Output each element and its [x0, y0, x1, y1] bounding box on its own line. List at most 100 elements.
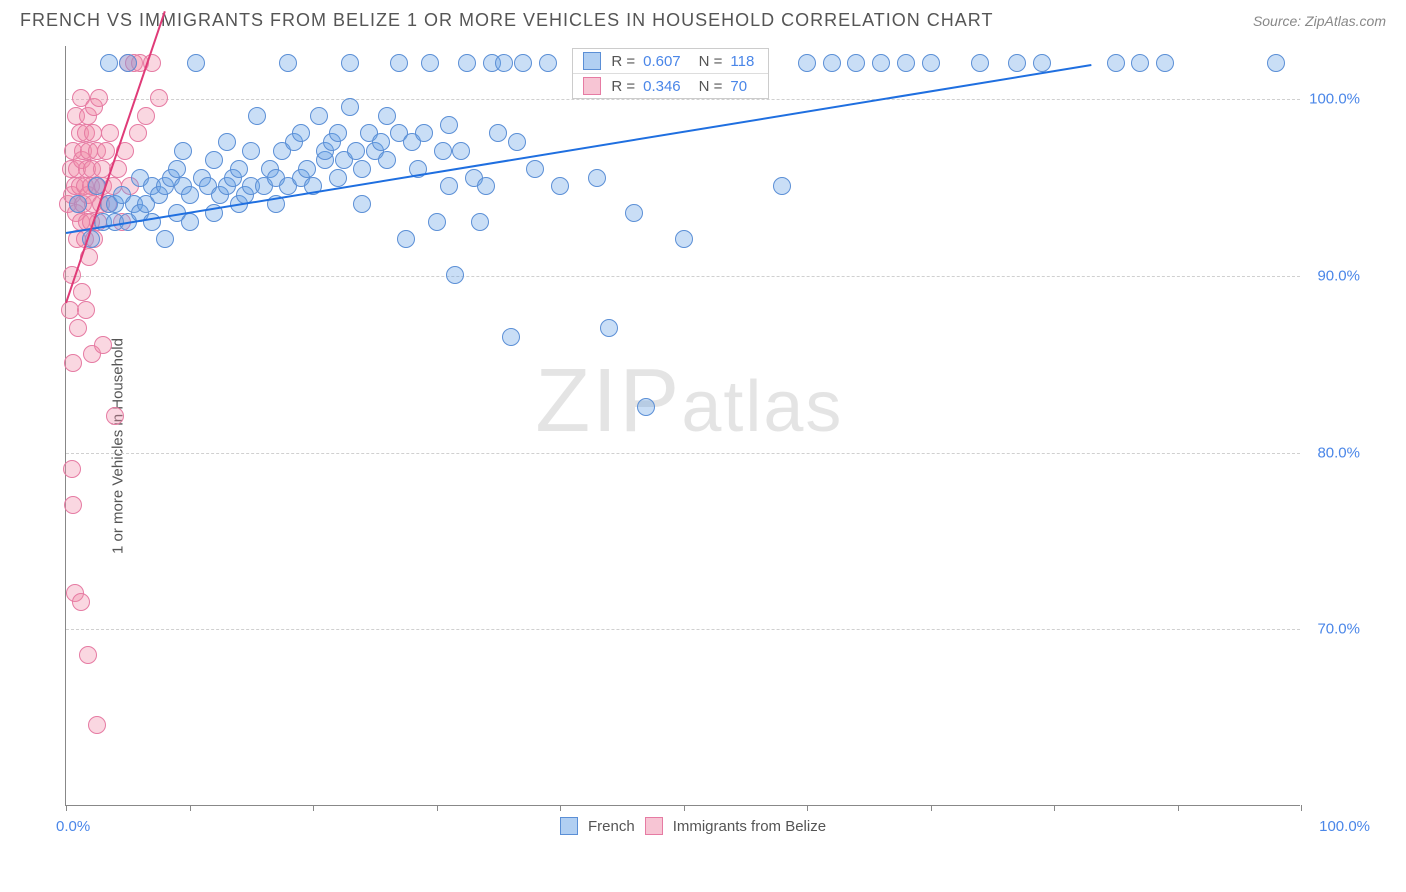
marker-pink	[63, 460, 81, 478]
marker-blue	[347, 142, 365, 160]
legend-r-label: R =	[611, 78, 635, 95]
marker-blue	[119, 54, 137, 72]
legend-n-value: 118	[730, 53, 754, 70]
source-label: Source: ZipAtlas.com	[1253, 13, 1386, 29]
legend-r-value: 0.346	[643, 78, 681, 95]
x-tick	[807, 805, 808, 811]
legend-swatch	[560, 817, 578, 835]
gridline-h	[66, 629, 1300, 630]
marker-blue	[514, 54, 532, 72]
y-tick-label: 100.0%	[1309, 91, 1360, 108]
marker-pink	[77, 301, 95, 319]
chart-container: 1 or more Vehicles in Household 70.0%80.…	[20, 36, 1386, 856]
marker-blue	[508, 133, 526, 151]
marker-blue	[174, 142, 192, 160]
marker-blue	[922, 54, 940, 72]
marker-blue	[1267, 54, 1285, 72]
x-tick-label-max: 100.0%	[1319, 818, 1370, 835]
legend-swatch-pink	[583, 77, 601, 95]
marker-blue	[341, 98, 359, 116]
legend-label: French	[588, 818, 635, 835]
marker-blue	[421, 54, 439, 72]
marker-blue	[600, 319, 618, 337]
marker-blue	[353, 160, 371, 178]
marker-blue	[489, 124, 507, 142]
marker-blue	[495, 54, 513, 72]
marker-blue	[458, 54, 476, 72]
marker-blue	[242, 142, 260, 160]
marker-pink	[137, 107, 155, 125]
legend-n-value: 70	[730, 78, 747, 95]
marker-blue	[230, 160, 248, 178]
marker-pink	[69, 319, 87, 337]
x-tick	[1301, 805, 1302, 811]
x-tick-label-min: 0.0%	[56, 818, 90, 835]
marker-blue	[1107, 54, 1125, 72]
gridline-h	[66, 276, 1300, 277]
marker-blue	[69, 195, 87, 213]
marker-pink	[94, 336, 112, 354]
x-tick	[313, 805, 314, 811]
gridline-h	[66, 99, 1300, 100]
marker-blue	[181, 186, 199, 204]
marker-blue	[440, 177, 458, 195]
watermark: ZIPatlas	[535, 350, 843, 453]
marker-blue	[971, 54, 989, 72]
series-legend: French Immigrants from Belize	[560, 817, 826, 835]
marker-blue	[181, 213, 199, 231]
marker-blue	[502, 328, 520, 346]
marker-blue	[446, 266, 464, 284]
marker-blue	[798, 54, 816, 72]
marker-blue	[279, 54, 297, 72]
marker-blue	[187, 54, 205, 72]
marker-blue	[872, 54, 890, 72]
marker-blue	[143, 213, 161, 231]
marker-blue	[205, 151, 223, 169]
marker-blue	[847, 54, 865, 72]
marker-blue	[440, 116, 458, 134]
marker-blue	[1008, 54, 1026, 72]
gridline-h	[66, 453, 1300, 454]
marker-blue	[588, 169, 606, 187]
marker-blue	[372, 133, 390, 151]
chart-title: FRENCH VS IMMIGRANTS FROM BELIZE 1 OR MO…	[20, 10, 993, 31]
marker-blue	[637, 398, 655, 416]
marker-pink	[79, 646, 97, 664]
legend-swatch-blue	[583, 52, 601, 70]
legend-label: Immigrants from Belize	[673, 818, 826, 835]
marker-blue	[428, 213, 446, 231]
plot-area: 70.0%80.0%90.0%100.0%0.0%100.0%ZIPatlasR…	[65, 46, 1300, 806]
legend-n-label: N =	[699, 78, 723, 95]
marker-blue	[1033, 54, 1051, 72]
marker-pink	[101, 124, 119, 142]
marker-blue	[397, 230, 415, 248]
legend-swatch	[645, 817, 663, 835]
marker-pink	[64, 354, 82, 372]
marker-pink	[73, 283, 91, 301]
marker-blue	[471, 213, 489, 231]
marker-pink	[90, 89, 108, 107]
marker-blue	[539, 54, 557, 72]
marker-blue	[329, 169, 347, 187]
marker-blue	[434, 142, 452, 160]
y-tick-label: 80.0%	[1317, 444, 1360, 461]
marker-pink	[84, 124, 102, 142]
x-tick	[560, 805, 561, 811]
marker-blue	[551, 177, 569, 195]
x-tick	[190, 805, 191, 811]
correlation-legend: R =0.607N =118R =0.346N =70	[572, 48, 769, 99]
marker-blue	[390, 54, 408, 72]
marker-blue	[1156, 54, 1174, 72]
legend-r-label: R =	[611, 53, 635, 70]
marker-blue	[526, 160, 544, 178]
marker-pink	[97, 142, 115, 160]
marker-blue	[168, 160, 186, 178]
y-tick-label: 90.0%	[1317, 267, 1360, 284]
marker-blue	[341, 54, 359, 72]
marker-blue	[292, 124, 310, 142]
marker-blue	[773, 177, 791, 195]
x-tick	[437, 805, 438, 811]
marker-blue	[298, 160, 316, 178]
x-tick	[931, 805, 932, 811]
marker-blue	[310, 107, 328, 125]
